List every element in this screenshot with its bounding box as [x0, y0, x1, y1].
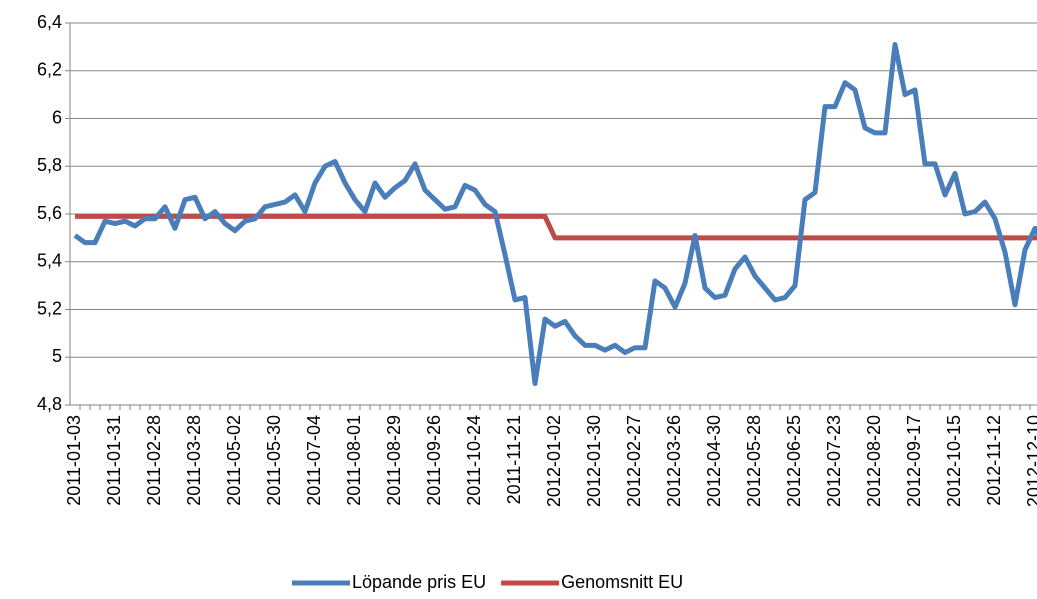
y-tick-label: 6,4 [37, 12, 62, 32]
x-tick-label: 2012-01-30 [584, 415, 604, 507]
x-tick-label: 2011-07-04 [304, 415, 324, 506]
x-tick-label: 2011-05-02 [224, 415, 244, 506]
y-tick-label: 6 [52, 107, 62, 127]
x-tick-label: 2011-01-03 [64, 415, 84, 506]
y-tick-label: 6,2 [37, 60, 62, 80]
x-tick-label: 2012-08-20 [864, 415, 884, 507]
x-tick-label: 2011-10-24 [464, 415, 484, 506]
line [75, 213, 1037, 241]
x-tick-label: 2011-01-31 [104, 415, 124, 506]
line [73, 41, 1037, 387]
y-tick-label: 5 [52, 346, 62, 366]
x-tick-label: 2011-11-21 [504, 415, 524, 504]
x-tick-label: 2012-07-23 [824, 415, 844, 507]
y-tick-label: 4,8 [37, 394, 62, 414]
x-tick-label: 2011-08-01 [344, 415, 364, 506]
x-tick-label: 2012-09-17 [904, 415, 924, 507]
y-tick-label: 5,2 [37, 298, 62, 318]
y-tick-label: 5,4 [37, 251, 62, 271]
x-tick-label: 2011-09-26 [424, 415, 444, 506]
x-tick-label: 2012-03-26 [664, 415, 684, 507]
x-tick-label: 2012-10-15 [944, 415, 964, 507]
legend-label: Löpande pris EU [352, 572, 486, 592]
x-tick-label: 2012-02-27 [624, 415, 644, 507]
y-tick-label: 5,6 [37, 203, 62, 223]
x-tick-label: 2012-12-10 [1024, 415, 1037, 507]
x-tick-label: 2012-11-12 [984, 415, 1004, 506]
legend-label: Genomsnitt EU [561, 572, 683, 592]
x-tick-label: 2012-05-28 [744, 415, 764, 507]
x-tick-label: 2012-04-30 [704, 415, 724, 507]
x-tick-label: 2011-02-28 [144, 415, 164, 506]
x-tick-label: 2011-03-28 [184, 415, 204, 506]
x-tick-label: 2011-05-30 [264, 415, 284, 506]
x-tick-label: 2012-01-02 [544, 415, 564, 507]
y-tick-label: 5,8 [37, 155, 62, 175]
x-tick-label: 2012-06-25 [784, 415, 804, 507]
x-tick-label: 2011-08-29 [384, 415, 404, 506]
